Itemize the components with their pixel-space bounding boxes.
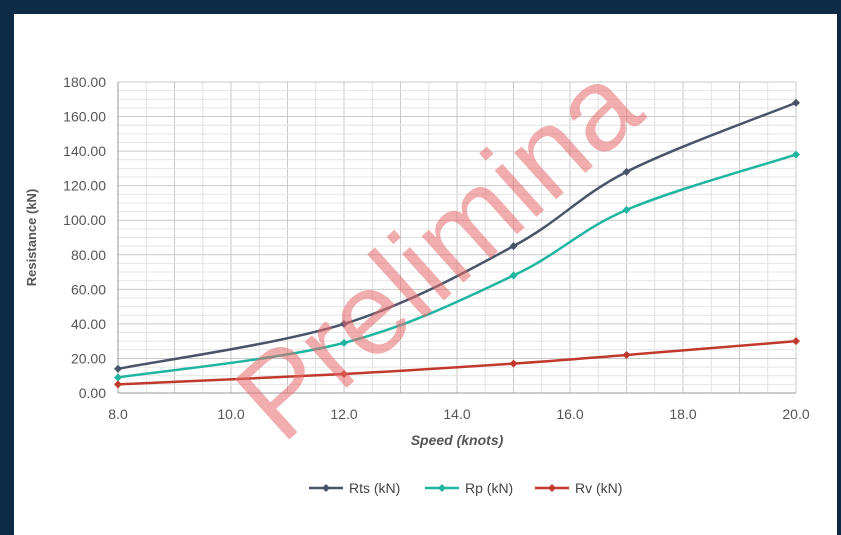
data-point-rv	[114, 380, 122, 389]
x-tick-label: 16.0	[556, 406, 583, 422]
y-tick-label: 140.00	[63, 143, 106, 159]
y-tick-label: 160.00	[63, 109, 106, 125]
chart-frame: 0.00 20.00 40.00 60.00 80.00 100.00 120.00 140.…	[14, 14, 837, 535]
data-point-rv	[509, 359, 518, 368]
y-tick-label: 180.00	[63, 74, 106, 90]
y-tick-label: 100.00	[63, 212, 106, 228]
data-point-rts	[622, 167, 631, 176]
x-tick-label: 8.0	[108, 406, 128, 422]
data-point-rv	[622, 350, 631, 359]
y-tick-label: 20.00	[71, 350, 106, 366]
watermark: Prelimina	[211, 38, 665, 465]
data-point-rp	[114, 373, 122, 382]
y-tick-label: 60.00	[71, 281, 106, 297]
series	[114, 98, 800, 389]
legend-label-rp: Rp (kN)	[465, 480, 513, 496]
data-point-rts	[114, 364, 122, 373]
legend-label-rts: Rts (kN)	[349, 480, 400, 496]
legend-marker-rts	[322, 484, 330, 492]
data-point-rp	[792, 150, 800, 159]
series-line-rts	[117, 101, 797, 371]
data-point-rv	[340, 369, 348, 378]
data-point-rv	[792, 337, 800, 346]
grid	[117, 81, 797, 394]
legend: Rts (kN) Rp (kN) Rv (kN)	[309, 480, 622, 496]
labels: 0.00 20.00 40.00 60.00 80.00 100.00 120.00 140.…	[24, 74, 810, 448]
series-line-rp	[117, 153, 797, 379]
x-tick-label: 20.0	[782, 406, 809, 422]
legend-label-rv: Rv (kN)	[575, 480, 622, 496]
data-point-rp	[340, 338, 348, 347]
x-tick-label: 12.0	[330, 406, 357, 422]
x-tick-label: 10.0	[217, 406, 244, 422]
legend-marker-rp	[438, 484, 446, 492]
y-tick-label: 120.00	[63, 178, 106, 194]
data-point-rp	[622, 205, 631, 214]
watermark-text: Prelimina	[211, 38, 665, 465]
x-tick-label: 18.0	[669, 406, 696, 422]
data-point-rts	[340, 319, 348, 328]
y-tick-label: 0.00	[79, 385, 106, 401]
data-point-rts	[509, 242, 518, 251]
y-axis-title: Resistance (kN)	[24, 189, 39, 287]
series-line-rv	[117, 339, 797, 386]
data-point-rp	[509, 271, 518, 280]
axes	[117, 82, 796, 394]
line-chart: 0.00 20.00 40.00 60.00 80.00 100.00 120.00 140.…	[24, 38, 810, 496]
y-tick-label: 40.00	[71, 316, 106, 332]
x-axis-title: Speed (knots)	[411, 432, 504, 448]
x-tick-label: 14.0	[443, 406, 470, 422]
data-point-rts	[792, 98, 800, 107]
legend-marker-rv	[548, 484, 556, 492]
y-tick-label: 80.00	[71, 247, 106, 263]
